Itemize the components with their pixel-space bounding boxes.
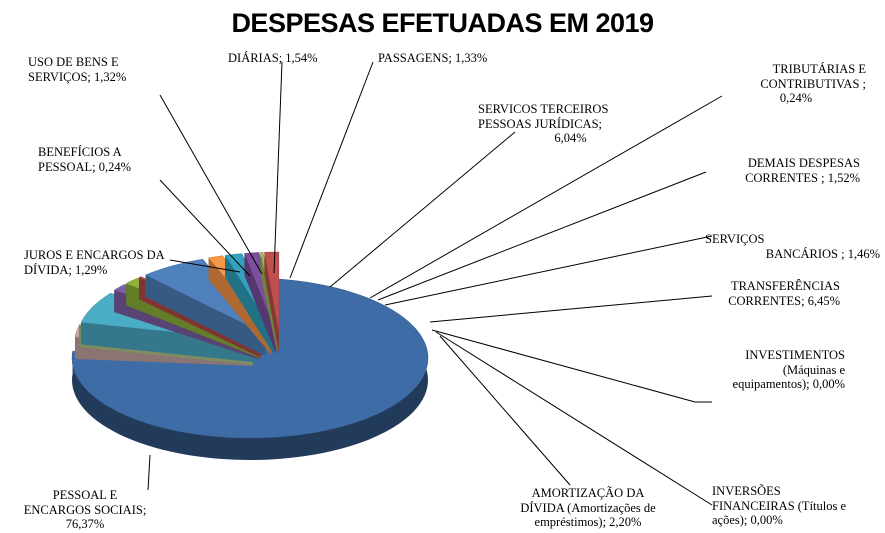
label-uso-bens-line2: SERVIÇOS; 1,32% [28, 69, 127, 84]
pie-slice-11 [244, 252, 277, 355]
pie-slice-top-8 [144, 258, 266, 335]
leader-line-6 [384, 235, 713, 306]
leader-line-14 [169, 259, 241, 273]
label-pessoal-line3: 76,37% [65, 517, 105, 531]
label-inversoes-line3: ações); 0,00% [712, 513, 783, 527]
leader-line-1 [439, 335, 571, 486]
label-transferencias-line1: TRANSFERÊNCIAS [730, 279, 840, 293]
label-amortizacao-line3: empréstimos); 2,20% [534, 515, 642, 529]
label-beneficios-line2: PESSOAL; 0,24% [38, 159, 132, 174]
pie-slice-wall-11-0 [244, 253, 277, 355]
label-servicos-terceiros-line2: PESSOAS JURÍDICAS; [478, 116, 602, 131]
pie-slice-wall-13-0 [264, 252, 279, 355]
pie-slice-wall-4-0 [80, 322, 255, 363]
label-bancarios-line1: SERVIÇOS [705, 232, 765, 246]
leader-line-13 [159, 179, 251, 277]
label-passagens: PASSAGENS; 1,33% [378, 51, 488, 65]
label-juros-line1: JUROS E ENCARGOS DA [24, 248, 165, 262]
label-beneficios-line1: BENEFÍCIOS A [38, 145, 122, 159]
label-investimentos: INVESTIMENTOS (Máquinas e equipamentos);… [700, 348, 845, 392]
label-servicos-terceiros-line1: SERVICOS TERCEIROS [478, 102, 609, 116]
pie-slice-13 [264, 251, 280, 355]
label-inversoes-line2: FINANCEIRAS (Títulos e [712, 498, 847, 513]
pie-slice-wall-9-0 [208, 257, 272, 355]
label-amortizacao: AMORTIZAÇÃO DA DÍVIDA (Amortizações de e… [498, 486, 678, 530]
label-pessoal: PESSOAL E ENCARGOS SOCIAIS; 76,37% [10, 488, 160, 532]
label-demais: DEMAIS DESPESAS CORRENTES ; 1,52% [690, 156, 860, 185]
label-servicos-terceiros-line3: 6,04% [554, 131, 587, 145]
label-tributarias-line1: TRIBUTÁRIAS E [772, 62, 866, 76]
label-bancarios: SERVIÇOS BANCÁRIOS ; 1,46% [705, 232, 880, 261]
pie-slice-top-13 [264, 251, 280, 333]
label-inversoes-line1: INVERSÕES [712, 484, 781, 498]
pie-slice-top-11 [244, 252, 277, 333]
label-bancarios-line2: BANCÁRIOS ; 1,46% [765, 246, 880, 261]
leader-line-5 [429, 295, 713, 323]
leader-line-0 [147, 454, 151, 491]
leader-line-2 [435, 331, 713, 506]
label-transferencias-line2: CORRENTES; 6,45% [728, 293, 840, 308]
leader-line-10 [289, 61, 374, 279]
pie-slice-wall-8-0 [145, 274, 266, 357]
label-juros-line2: DÍVIDA; 1,29% [24, 262, 108, 277]
label-tributarias-line3: 0,24% [779, 91, 813, 105]
leader-line-4 [431, 329, 696, 403]
pie-slice-wall-10-0 [225, 255, 274, 355]
label-uso-bens-line1: USO DE BENS E [28, 55, 119, 69]
label-uso-bens: USO DE BENS E SERVIÇOS; 1,32% [28, 55, 126, 84]
leader-line-12 [159, 94, 263, 275]
leader-line-9 [329, 131, 516, 288]
label-investimentos-line1: INVESTIMENTOS [745, 348, 845, 362]
label-investimentos-line3: equipamentos); 0,00% [732, 377, 845, 391]
leader-line-8 [369, 95, 723, 299]
leader-line-11 [273, 61, 283, 274]
label-transferencias: TRANSFERÊNCIAS CORRENTES; 6,45% [690, 279, 840, 308]
label-inversoes: INVERSÕES FINANCEIRAS (Títulos e ações);… [712, 484, 882, 528]
label-juros: JUROS E ENCARGOS DA DÍVIDA; 1,29% [24, 248, 165, 277]
label-demais-line1: DEMAIS DESPESAS [747, 156, 860, 170]
label-investimentos-line2: (Máquinas e [782, 362, 845, 377]
label-amortizacao-line2: DÍVIDA (Amortizações de [520, 500, 656, 515]
label-tributarias-line2: CONTRIBUTIVAS ; [760, 76, 866, 91]
label-diarias: DIÁRIAS; 1,54% [228, 51, 318, 65]
label-demais-line2: CORRENTES ; 1,52% [745, 170, 860, 185]
chart-title: DESPESAS EFETUADAS EM 2019 [231, 8, 654, 38]
label-beneficios: BENEFÍCIOS A PESSOAL; 0,24% [38, 145, 131, 174]
label-pessoal-line2: ENCARGOS SOCIAIS; [23, 502, 147, 517]
leader-line-7 [377, 171, 707, 301]
label-pessoal-line1: PESSOAL E [52, 488, 118, 502]
label-amortizacao-line1: AMORTIZAÇÃO DA [531, 486, 645, 500]
label-tributarias: TRIBUTÁRIAS E CONTRIBUTIVAS ; 0,24% [726, 62, 866, 106]
label-servicos-terceiros: SERVICOS TERCEIROS PESSOAS JURÍDICAS; 6,… [478, 102, 663, 146]
